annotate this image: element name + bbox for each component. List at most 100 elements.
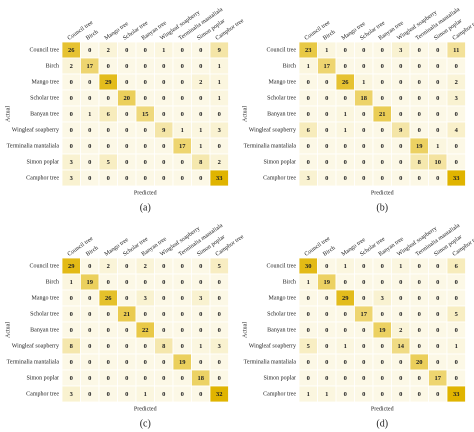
row-label: Camphor tree <box>263 175 296 181</box>
cell-value: 0 <box>162 95 165 102</box>
cell-value: 0 <box>344 47 347 54</box>
cell-value: 0 <box>418 95 421 102</box>
cell-value: 0 <box>162 391 165 398</box>
cell-value: 9 <box>162 127 166 134</box>
cell-value: 0 <box>325 95 328 102</box>
cell-value: 0 <box>325 375 328 382</box>
cell-value: 1 <box>325 391 328 398</box>
cell-value: 0 <box>218 143 221 150</box>
cell-value: 0 <box>362 295 365 302</box>
cell-value: 0 <box>107 63 110 70</box>
cell-value: 9 <box>218 47 222 54</box>
cell-value: 0 <box>362 63 365 70</box>
row-label: Simon poplar <box>27 375 60 381</box>
cell-value: 0 <box>162 311 165 318</box>
cell-value: 0 <box>436 279 439 286</box>
cell-value: 0 <box>144 47 147 54</box>
cell-value: 0 <box>455 159 458 166</box>
cell-value: 0 <box>418 127 421 134</box>
row-label: Birch <box>46 279 59 285</box>
cell-value: 0 <box>455 359 458 366</box>
cell-value: 0 <box>218 311 221 318</box>
cell-value: 0 <box>162 63 165 70</box>
row-label: Banyan tree <box>267 111 296 117</box>
cell-value: 0 <box>436 95 439 102</box>
cell-value: 6 <box>307 127 311 134</box>
cell-value: 0 <box>307 143 310 150</box>
cell-value: 0 <box>88 159 91 166</box>
cell-value: 0 <box>307 311 310 318</box>
cell-value: 0 <box>144 311 147 318</box>
cell-value: 0 <box>88 95 91 102</box>
cell-value: 0 <box>70 79 73 86</box>
cell-value: 0 <box>418 375 421 382</box>
cell-value: 0 <box>181 79 184 86</box>
heatmap-cell <box>446 169 466 187</box>
cell-value: 0 <box>107 95 110 102</box>
cell-value: 0 <box>162 111 165 118</box>
cell-value: 33 <box>453 175 460 182</box>
cell-value: 1 <box>362 79 365 86</box>
cell-value: 0 <box>144 79 147 86</box>
cell-value: 0 <box>362 391 365 398</box>
cell-value: 3 <box>399 47 403 54</box>
cell-value: 0 <box>362 127 365 134</box>
cell-value: 0 <box>307 111 310 118</box>
cell-value: 0 <box>218 327 221 334</box>
cell-value: 0 <box>107 343 110 350</box>
cell-value: 22 <box>142 327 149 334</box>
cell-value: 0 <box>344 375 347 382</box>
cell-value: 0 <box>399 63 402 70</box>
row-label: Birch <box>283 63 296 69</box>
row-label: Council tree <box>30 263 60 269</box>
row-label: Banyan tree <box>267 327 296 333</box>
panel-caption: (b) <box>376 202 388 213</box>
cell-value: 0 <box>199 47 202 54</box>
cell-value: 0 <box>455 279 458 286</box>
cell-value: 0 <box>70 375 73 382</box>
cell-value: 0 <box>436 47 439 54</box>
cell-value: 0 <box>418 327 421 334</box>
cell-value: 0 <box>181 295 184 302</box>
panel-caption: (d) <box>376 418 388 429</box>
cell-value: 15 <box>142 111 149 118</box>
cell-value: 0 <box>436 311 439 318</box>
cell-value: 0 <box>181 47 184 54</box>
cell-value: 0 <box>144 159 147 166</box>
cell-value: 3 <box>455 95 459 102</box>
cell-value: 0 <box>107 175 110 182</box>
cell-value: 0 <box>125 263 128 270</box>
cell-value: 17 <box>324 63 331 70</box>
cell-value: 0 <box>344 95 347 102</box>
cell-value: 0 <box>199 279 202 286</box>
cell-value: 0 <box>181 175 184 182</box>
cell-value: 0 <box>344 359 347 366</box>
cell-value: 0 <box>88 359 91 366</box>
column-label: Birch <box>322 245 336 258</box>
cell-value: 0 <box>399 391 402 398</box>
cell-value: 0 <box>125 295 128 302</box>
cell-value: 0 <box>162 279 165 286</box>
cell-value: 0 <box>325 159 328 166</box>
cell-value: 0 <box>418 391 421 398</box>
cell-value: 0 <box>381 63 384 70</box>
cell-value: 0 <box>344 391 347 398</box>
row-label: Simon poplar <box>27 159 60 165</box>
row-label: Wingleaf soapberry <box>249 342 296 349</box>
cell-value: 0 <box>125 63 128 70</box>
cell-value: 0 <box>125 143 128 150</box>
cell-value: 0 <box>381 79 384 86</box>
cell-value: 0 <box>125 359 128 366</box>
cell-value: 0 <box>307 95 310 102</box>
cell-value: 0 <box>307 159 310 166</box>
cell-value: 0 <box>88 175 91 182</box>
cell-value: 0 <box>181 311 184 318</box>
cell-value: 0 <box>218 375 221 382</box>
cell-value: 3 <box>70 391 74 398</box>
cell-value: 32 <box>216 391 223 398</box>
cell-value: 0 <box>381 95 384 102</box>
cell-value: 1 <box>307 63 310 70</box>
cell-value: 0 <box>162 295 165 302</box>
cell-value: 0 <box>436 343 439 350</box>
